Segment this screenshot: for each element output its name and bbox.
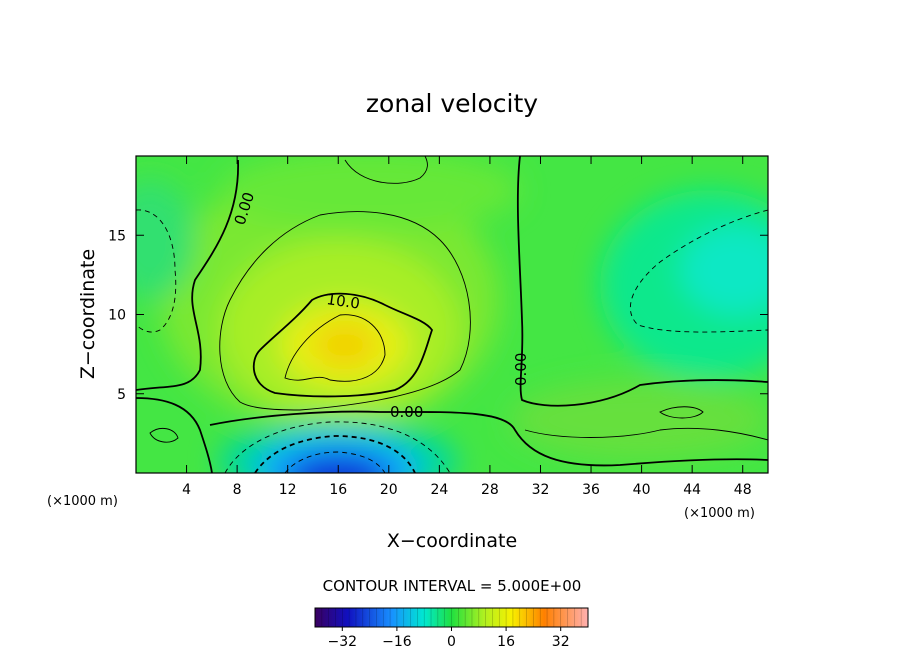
- plot-area: 0.00 10.0 0.00 0.00: [136, 156, 768, 473]
- x-tick-label: 16: [329, 482, 347, 498]
- contour-label-zero-vertical: 0.00: [512, 353, 530, 386]
- colorbar-tick-label: 0: [447, 634, 456, 650]
- field-region-left-negative: [136, 180, 195, 300]
- colorbar-tick-label: 16: [497, 634, 515, 650]
- contour-interval-note: CONTOUR INTERVAL = 5.000E+00: [323, 577, 582, 595]
- contour-zero-left: [136, 159, 239, 391]
- contour-neg-15: [284, 451, 386, 473]
- contour-small-left: [149, 427, 179, 443]
- x-tick-label: 28: [481, 482, 499, 498]
- contour-label-ten: 10.0: [325, 290, 361, 312]
- colorbar-stripes: [321, 608, 582, 627]
- field-region-right-negative-core: [680, 225, 768, 315]
- y-tick-label: 15: [108, 228, 126, 244]
- field-fill: [136, 156, 768, 473]
- chart-title: zonal velocity: [366, 89, 538, 118]
- contour-15: [284, 314, 386, 382]
- x-axis-label: X−coordinate: [387, 530, 517, 552]
- contour-5-right: [524, 427, 768, 441]
- x-ticks: 4 8 12 16 20 24 28 32 36 40 44 48: [182, 156, 752, 498]
- contour-neg-10: [254, 435, 416, 473]
- field-region-max: [313, 323, 377, 367]
- x-unit-label-right: (×1000 m): [684, 506, 755, 521]
- x-tick-label: 4: [182, 482, 191, 498]
- x-tick-label: 24: [430, 482, 448, 498]
- contour-10: [252, 292, 434, 398]
- contour-small-closed: [659, 406, 704, 419]
- colorbar-tick-label: −16: [382, 634, 412, 650]
- y-tick-label: 5: [117, 387, 126, 403]
- x-tick-label: 48: [734, 482, 752, 498]
- x-tick-label: 44: [683, 482, 701, 498]
- contour-lines: [136, 156, 768, 473]
- y-tick-label: 10: [108, 308, 126, 324]
- contour-label-zero-bottom: 0.00: [390, 403, 423, 421]
- contour-neg-left: [136, 209, 177, 333]
- colorbar: −32 −16 0 16 32: [314, 607, 589, 650]
- contour-zero-lowerleft: [136, 397, 213, 473]
- x-tick-label: 12: [279, 482, 297, 498]
- colorbar-ticks: −32 −16 0 16 32: [328, 627, 570, 650]
- x-unit-label-left: (×1000 m): [47, 494, 118, 509]
- y-ticks: 5 10 15: [108, 228, 768, 403]
- field-region-min: [287, 454, 389, 473]
- colorbar-tick-label: 32: [552, 634, 570, 650]
- x-tick-label: 20: [380, 482, 398, 498]
- contour-zero-vertical: [516, 156, 768, 407]
- x-tick-label: 36: [582, 482, 600, 498]
- contour-neg-right: [629, 209, 768, 333]
- field-region-right-positive: [510, 380, 768, 460]
- x-tick-label: 8: [233, 482, 242, 498]
- field-region-upper-green: [220, 156, 520, 230]
- colorbar-tick-label: −32: [328, 634, 358, 650]
- x-tick-label: 32: [532, 482, 550, 498]
- contour-neg-5: [224, 421, 451, 473]
- contour-5-top: [344, 156, 428, 184]
- y-axis-label: Z−coordinate: [77, 249, 99, 379]
- contour-5-outer: [219, 211, 471, 411]
- contour-zero-bottom: [209, 410, 768, 467]
- x-tick-label: 40: [633, 482, 651, 498]
